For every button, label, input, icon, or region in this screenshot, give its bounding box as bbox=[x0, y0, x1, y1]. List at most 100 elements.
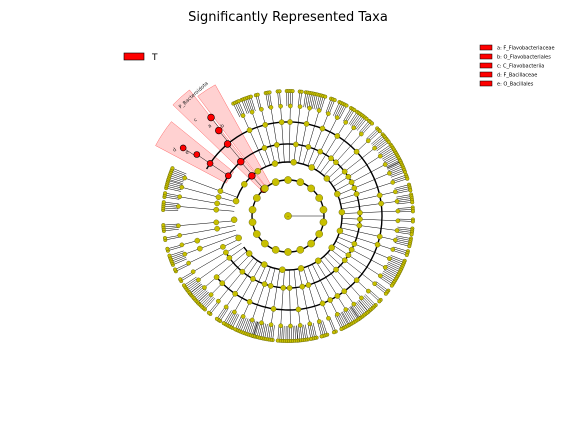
tree-branch bbox=[163, 225, 179, 228]
tree-node bbox=[196, 277, 201, 283]
tree-branch bbox=[163, 201, 179, 205]
tree-branch bbox=[208, 300, 219, 313]
tree-branch bbox=[253, 321, 259, 337]
tree-branch bbox=[359, 210, 398, 214]
tree-branch bbox=[397, 200, 413, 203]
tree-node bbox=[314, 257, 322, 264]
tree-branch bbox=[350, 112, 359, 126]
tree-branch bbox=[265, 124, 276, 164]
tree-node bbox=[319, 300, 326, 307]
tree-leaf-node bbox=[290, 89, 295, 94]
tree-node bbox=[334, 293, 341, 299]
tree-node bbox=[216, 298, 221, 304]
tree-branch bbox=[385, 158, 400, 166]
tree-branch bbox=[299, 91, 302, 107]
tree-node bbox=[259, 320, 264, 326]
tree-branch bbox=[193, 252, 227, 272]
tree-branch bbox=[270, 324, 274, 340]
tree-branch bbox=[379, 277, 392, 286]
tree-node bbox=[316, 108, 322, 113]
tree-leaf-node bbox=[275, 338, 280, 343]
tree-branch bbox=[187, 281, 200, 291]
tree-node bbox=[315, 194, 323, 202]
tree-branch bbox=[393, 246, 409, 252]
tree-node bbox=[271, 178, 280, 186]
biomarker-legend-entry: a: F_Flavobacteriaceae bbox=[497, 46, 555, 52]
tree-branch bbox=[347, 308, 357, 321]
tree-node bbox=[240, 314, 246, 319]
tree-branch bbox=[340, 227, 380, 237]
tree-branch bbox=[334, 102, 342, 117]
tree-branch bbox=[164, 196, 180, 200]
tree-node bbox=[176, 223, 181, 229]
tree-branch bbox=[216, 306, 226, 319]
tree-branch bbox=[340, 195, 380, 205]
tree-branch bbox=[337, 236, 355, 245]
tree-branch bbox=[339, 232, 378, 245]
tree-branch bbox=[210, 302, 220, 315]
tree-leaf-node bbox=[214, 316, 219, 321]
tree-node bbox=[316, 319, 322, 324]
tree-branch bbox=[389, 258, 404, 265]
tree-branch bbox=[303, 92, 307, 108]
tree-branch bbox=[373, 137, 386, 148]
tree-branch bbox=[171, 169, 186, 176]
tree-node bbox=[253, 230, 261, 238]
tree-node bbox=[223, 249, 229, 256]
tree-branch bbox=[390, 255, 405, 262]
tree-branch bbox=[199, 234, 238, 249]
tree-branch bbox=[174, 262, 189, 270]
tree-leaf-node bbox=[319, 334, 324, 339]
tree-branch bbox=[344, 147, 375, 172]
tree-node bbox=[290, 159, 297, 166]
tree-branch bbox=[276, 144, 280, 163]
tree-node bbox=[308, 164, 315, 171]
tree-branch bbox=[334, 315, 342, 330]
tree-branch bbox=[387, 162, 402, 170]
tree-branch bbox=[323, 162, 337, 176]
tree-branch bbox=[167, 182, 183, 187]
tree-branch bbox=[351, 113, 361, 127]
tree-node bbox=[226, 255, 233, 261]
tree-branch bbox=[169, 175, 184, 181]
tree-branch bbox=[330, 249, 345, 261]
tree-branch bbox=[388, 166, 403, 173]
enriched-node bbox=[225, 172, 232, 180]
tree-node bbox=[179, 184, 185, 190]
tree-branch bbox=[292, 325, 294, 341]
tree-branch bbox=[395, 240, 410, 245]
tree-branch bbox=[387, 261, 402, 269]
tree-branch bbox=[172, 257, 187, 264]
tree-branch bbox=[318, 96, 324, 111]
tree-branch bbox=[397, 207, 413, 209]
tree-branch bbox=[341, 203, 382, 210]
tree-node bbox=[387, 256, 392, 261]
biomarker-legend-entry: d: F_Bacillaceae bbox=[497, 73, 537, 79]
tree-branch bbox=[268, 324, 272, 340]
tree-branch bbox=[291, 91, 293, 107]
tree-branch bbox=[379, 146, 392, 155]
tree-node bbox=[239, 268, 246, 275]
tree-branch bbox=[382, 272, 396, 281]
tree-node bbox=[323, 175, 331, 182]
tree-node bbox=[358, 131, 364, 137]
tree-branch bbox=[308, 284, 320, 322]
tree-branch bbox=[394, 186, 410, 191]
tree-branch bbox=[186, 279, 199, 289]
tree-node bbox=[261, 239, 269, 248]
tree-branch bbox=[384, 267, 399, 276]
tree-node bbox=[378, 273, 383, 279]
biomarker-legend-entry: c: C_Flavobacteriia bbox=[497, 64, 544, 70]
tree-branch bbox=[251, 283, 265, 321]
tree-branch bbox=[388, 259, 403, 267]
tree-branch bbox=[218, 271, 243, 302]
tree-leaf-node bbox=[404, 252, 409, 257]
tree-node bbox=[341, 288, 348, 295]
enriched-node bbox=[206, 160, 214, 167]
tree-branch bbox=[281, 122, 285, 163]
tree-node bbox=[393, 237, 398, 243]
tree-branch bbox=[383, 270, 397, 279]
tree-branch bbox=[363, 295, 375, 307]
tree-branch bbox=[317, 321, 322, 337]
tree-branch bbox=[329, 317, 337, 332]
